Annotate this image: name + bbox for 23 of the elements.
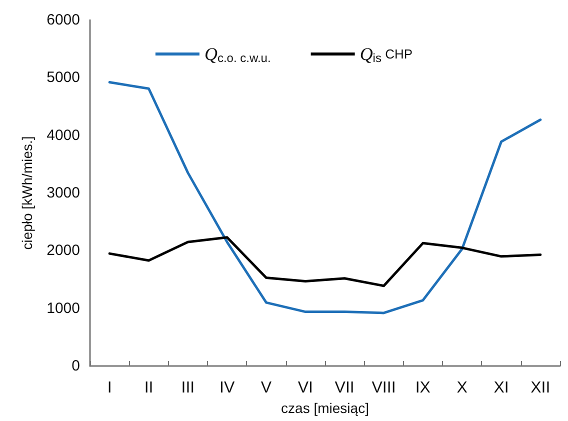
y-axis-title: ciepło [kWh/mies.] — [19, 136, 35, 250]
line-series — [108, 81, 542, 314]
x-tick-label: XII — [530, 380, 550, 396]
x-tick-label: X — [456, 380, 468, 396]
x-tick-label: VII — [334, 380, 354, 396]
x-tick-label: VIII — [372, 380, 396, 396]
y-tick-label: 2000 — [46, 242, 80, 260]
x-axis-title: czas [miesiąc] — [281, 400, 369, 416]
y-tick-label: 3000 — [46, 184, 80, 202]
x-tick-label: I — [107, 380, 112, 396]
y-tick-label: 6000 — [46, 12, 80, 28]
x-tick-label: IX — [415, 380, 431, 396]
x-tick-label: II — [144, 380, 154, 396]
y-tick-label: 1000 — [46, 300, 80, 317]
x-tick-label: V — [260, 380, 272, 396]
x-tick-label: IV — [220, 380, 235, 396]
x-tick-label: XI — [494, 380, 509, 396]
x-tick-label: VI — [298, 380, 313, 396]
x-tick-label: III — [181, 380, 195, 396]
y-tick-label: 4000 — [46, 126, 80, 144]
line-series — [108, 236, 542, 288]
y-tick-label: 5000 — [46, 69, 80, 86]
y-tick-label: 0 — [72, 358, 80, 374]
